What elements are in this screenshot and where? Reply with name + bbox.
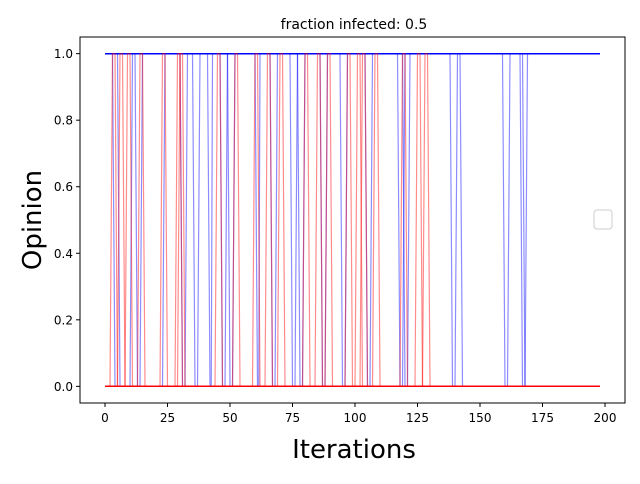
x-tick-label: 100 — [344, 411, 367, 425]
series-line-blue-7 — [105, 53, 600, 387]
series-line-blue-15 — [105, 53, 600, 387]
series-line-red-33 — [105, 53, 600, 387]
series-line-blue-4 — [105, 53, 600, 387]
series-line-blue-8 — [105, 53, 600, 387]
series-line-red-35 — [105, 53, 600, 387]
series-line-blue-18 — [105, 53, 580, 387]
series-lines — [105, 53, 600, 387]
series-line-blue-19 — [105, 53, 600, 387]
x-tick-label: 150 — [469, 411, 492, 425]
y-tick-label: 0.6 — [54, 180, 73, 194]
series-line-red-24 — [105, 53, 600, 387]
series-line-red-29 — [105, 53, 600, 387]
series-line-blue-1 — [105, 53, 600, 387]
series-line-blue-3 — [105, 53, 600, 387]
series-line-red-34 — [105, 53, 600, 387]
y-axis-label: Opinion — [18, 170, 48, 270]
series-line-red-31 — [105, 53, 600, 387]
series-line-red-43 — [105, 53, 600, 387]
series-line-red-26 — [105, 53, 600, 387]
series-line-red-41 — [105, 53, 600, 387]
x-axis-label: Iterations — [292, 435, 416, 465]
series-line-blue-2 — [105, 53, 600, 387]
series-line-red-30 — [105, 53, 600, 387]
x-tick-label: 25 — [160, 411, 175, 425]
y-tick-label: 0.2 — [54, 313, 73, 327]
series-line-red-22 — [105, 53, 600, 387]
series-line-blue-14 — [105, 53, 600, 387]
series-line-blue-0 — [105, 53, 600, 387]
series-line-blue-16 — [105, 53, 600, 387]
y-tick-label: 0.8 — [54, 114, 73, 128]
y-tick-label: 0.4 — [54, 247, 73, 261]
series-line-blue-9 — [105, 53, 600, 387]
series-line-red-36 — [105, 53, 600, 387]
y-axis-ticks: 0.0 0.2 0.4 0.6 0.8 1.0 — [54, 47, 80, 394]
series-line-red-40 — [105, 53, 600, 387]
x-tick-label: 125 — [406, 411, 429, 425]
series-line-red-27 — [105, 53, 600, 387]
series-line-red-28 — [105, 53, 600, 387]
x-axis-ticks: 0 25 50 75 100 125 150 175 200 — [101, 403, 616, 425]
series-line-blue-11 — [105, 53, 600, 387]
chart-title: fraction infected: 0.5 — [281, 17, 428, 33]
series-line-red-38 — [105, 53, 600, 387]
x-tick-label: 175 — [531, 411, 554, 425]
series-line-blue-21 — [105, 53, 580, 387]
legend-box — [593, 209, 613, 230]
series-line-red-42 — [105, 53, 600, 387]
series-line-blue-20 — [105, 53, 600, 387]
x-tick-label: 200 — [594, 411, 617, 425]
series-line-blue-10 — [105, 53, 600, 387]
y-tick-label: 0.0 — [54, 380, 73, 394]
series-line-blue-6 — [105, 53, 600, 387]
x-tick-label: 50 — [222, 411, 237, 425]
x-tick-label: 75 — [285, 411, 300, 425]
y-tick-label: 1.0 — [54, 47, 73, 61]
series-line-red-25 — [105, 53, 600, 387]
plot-frame — [79, 36, 626, 404]
series-line-blue-17 — [105, 53, 600, 387]
series-line-blue-13 — [105, 53, 600, 387]
series-line-red-32 — [105, 53, 600, 387]
series-line-blue-5 — [105, 53, 600, 387]
series-line-blue-12 — [105, 53, 600, 387]
series-line-red-23 — [105, 53, 600, 387]
series-line-red-39 — [105, 53, 600, 387]
series-line-red-37 — [105, 53, 600, 387]
x-tick-label: 0 — [101, 411, 109, 425]
